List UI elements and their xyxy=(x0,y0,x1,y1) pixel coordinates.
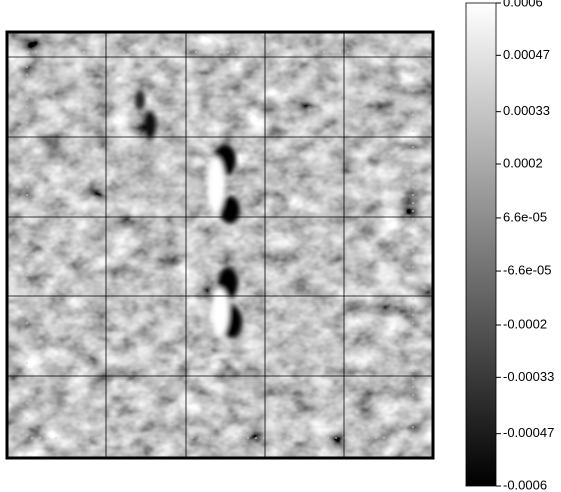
colorbar-tick-label: -0.0006 xyxy=(503,477,547,492)
colorbar-tick-label: 6.6e-05 xyxy=(503,209,547,224)
page: 0.0006 0.00047 0.00033 0.0002 6.6e-05 -6.6e-0… xyxy=(0,0,561,492)
colorbar-tick-label: 0.00033 xyxy=(503,103,550,118)
colorbar xyxy=(466,3,496,486)
colorbar-tick-label: -0.0002 xyxy=(503,316,547,331)
heatmap-noise xyxy=(7,32,433,458)
colorbar-tick-label: 0.0002 xyxy=(503,155,543,170)
colorbar-tick-label: -0.00033 xyxy=(503,369,554,384)
heatmap-image xyxy=(7,32,433,458)
colorbar-tick-label: 0.0006 xyxy=(503,0,543,9)
colorbar-tick-label: -0.00047 xyxy=(503,425,554,440)
colorbar-tick-label: 0.00047 xyxy=(503,47,550,62)
colorbar-tick-label: -6.6e-05 xyxy=(503,263,551,278)
chart: 0.0006 0.00047 0.00033 0.0002 6.6e-05 -6.6e-0… xyxy=(0,0,561,492)
